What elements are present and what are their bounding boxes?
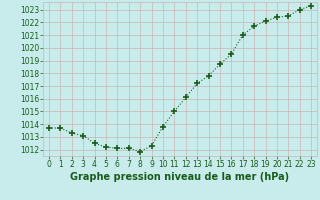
X-axis label: Graphe pression niveau de la mer (hPa): Graphe pression niveau de la mer (hPa) [70, 172, 290, 182]
